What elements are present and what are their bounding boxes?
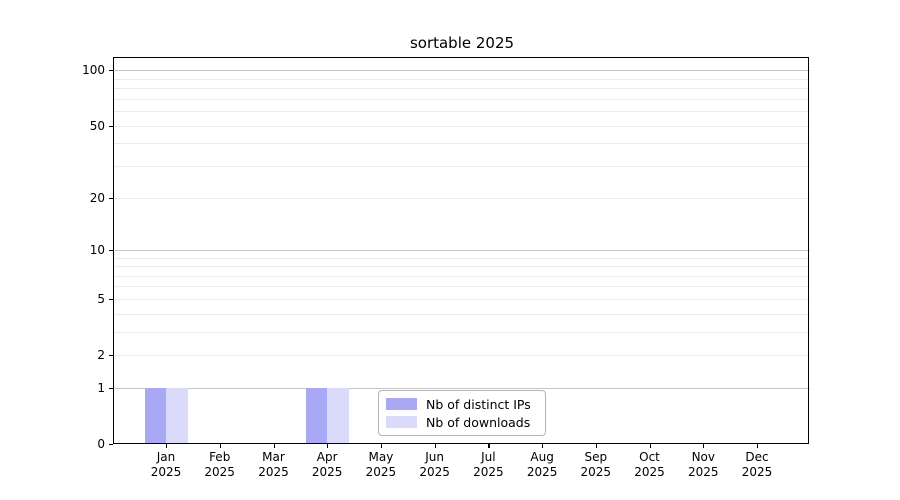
y-axis-tick [109, 387, 113, 390]
minor-gridline [113, 313, 810, 315]
x-tick-label: Nov 2025 [688, 450, 719, 479]
y-axis-tick [109, 197, 113, 199]
x-tick-label: Jul 2025 [473, 450, 504, 479]
minor-gridline [113, 88, 810, 90]
y-tick-label: 20 [89, 190, 105, 205]
major-gridline [113, 70, 810, 72]
x-axis-tick [166, 444, 168, 448]
x-tick-label: Dec 2025 [741, 450, 773, 479]
minor-gridline [113, 98, 810, 100]
legend-swatch-downloads [386, 416, 417, 428]
major-gridline [113, 249, 810, 251]
x-axis-tick [649, 444, 651, 448]
x-axis-tick [219, 444, 221, 448]
y-axis-tick [109, 125, 113, 127]
x-axis-tick [327, 444, 329, 448]
x-axis-tick [488, 444, 490, 448]
minor-gridline [113, 257, 810, 259]
legend-item-distinct-ips: Nb of distinct IPs [386, 397, 538, 412]
minor-gridline [113, 286, 810, 288]
legend-label-distinct-ips: Nb of distinct IPs [426, 396, 531, 412]
minor-gridline [113, 165, 810, 167]
x-tick-label: Jun 2025 [419, 450, 450, 479]
legend-swatch-distinct-ips [386, 398, 417, 410]
x-tick-label: Mar 2025 [258, 450, 289, 479]
x-tick-label: Sep 2025 [580, 450, 612, 479]
minor-gridline [113, 275, 810, 277]
bar-nb-of-downloads-apr [327, 387, 349, 444]
minor-gridline [113, 143, 810, 145]
minor-gridline [113, 197, 810, 199]
y-tick-label: 5 [97, 291, 105, 306]
x-axis-tick [380, 444, 383, 448]
legend-item-downloads: Nb of downloads [386, 415, 538, 430]
y-axis-tick [109, 249, 113, 251]
x-axis-tick [595, 444, 597, 448]
y-axis-tick [109, 444, 113, 446]
y-tick-label: 2 [97, 348, 105, 362]
y-tick-label: 50 [89, 118, 105, 133]
minor-gridline [113, 125, 810, 127]
x-axis-tick [542, 444, 544, 448]
x-tick-label: Aug 2025 [526, 450, 558, 479]
y-axis-tick [109, 355, 113, 357]
x-axis-tick [273, 444, 275, 448]
minor-gridline [113, 78, 810, 80]
bar-nb-of-distinct-ips-jan [144, 387, 166, 444]
x-axis-tick [434, 444, 436, 448]
y-axis-tick [109, 298, 113, 301]
y-tick-label: 100 [82, 63, 105, 78]
minor-gridline [113, 331, 810, 333]
major-gridline [113, 387, 810, 389]
y-tick-label: 1 [97, 380, 105, 395]
minor-gridline [113, 298, 810, 300]
x-tick-label: Feb 2025 [204, 450, 235, 479]
legend-label-downloads: Nb of downloads [426, 414, 531, 430]
bar-nb-of-distinct-ips-apr [305, 387, 328, 444]
x-tick-label: Oct 2025 [634, 450, 665, 479]
chart-title: sortable 2025 [409, 34, 515, 52]
y-tick-label: 10 [89, 242, 105, 257]
bar-nb-of-downloads-jan [166, 387, 188, 444]
x-tick-label: Jan 2025 [150, 450, 182, 479]
x-axis-tick [757, 444, 759, 448]
legend: Nb of distinct IPs Nb of downloads [378, 390, 546, 436]
minor-gridline [113, 355, 810, 356]
minor-gridline [113, 111, 810, 113]
y-axis-tick [109, 70, 113, 72]
y-tick-label: 0 [97, 437, 105, 451]
x-tick-label: Apr 2025 [311, 450, 343, 479]
x-tick-label: May 2025 [365, 450, 397, 479]
x-axis-tick [703, 444, 705, 448]
minor-gridline [113, 266, 810, 268]
